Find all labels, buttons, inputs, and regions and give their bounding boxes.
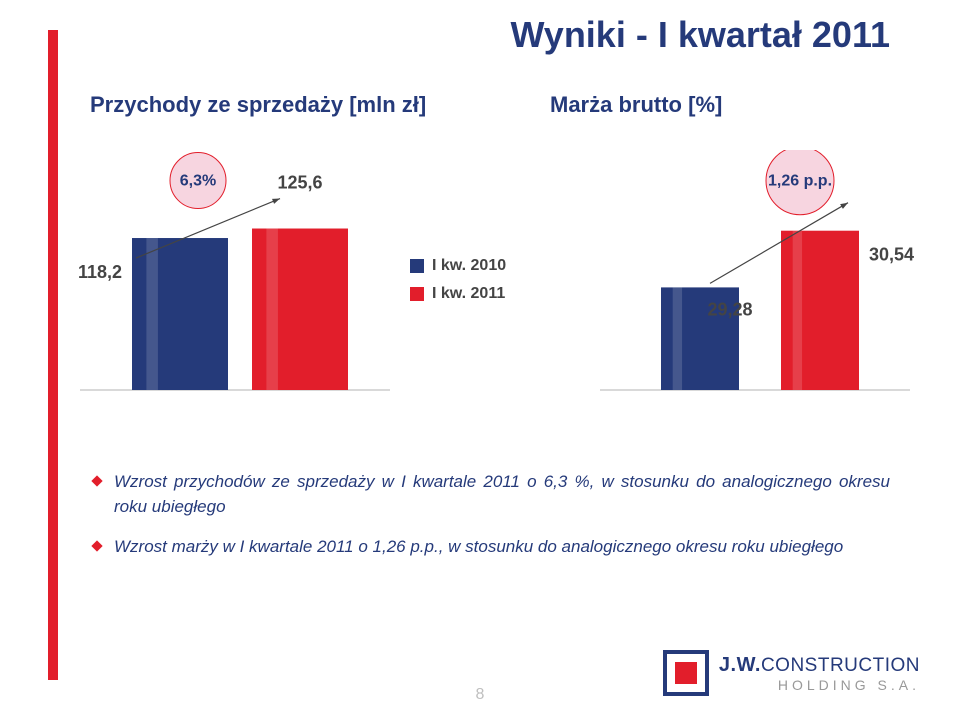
- diamond-icon: [90, 474, 104, 488]
- legend-label-2011: I kw. 2011: [432, 285, 505, 303]
- legend-swatch-2011: [410, 287, 424, 301]
- legend-swatch-2010: [410, 259, 424, 273]
- subtitle-revenue: Przychody ze sprzedaży [mln zł]: [90, 92, 426, 118]
- diamond-icon: [90, 539, 104, 553]
- margin-chart: 29,28 30,54 1,26 p.p.: [580, 150, 920, 410]
- accent-bar: [48, 30, 58, 680]
- legend-label-2010: I kw. 2010: [432, 257, 506, 275]
- svg-text:29,28: 29,28: [707, 299, 752, 319]
- note-text: Wzrost marży w I kwartale 2011 o 1,26 p.…: [114, 535, 843, 560]
- note-item: Wzrost marży w I kwartale 2011 o 1,26 p.…: [90, 535, 890, 560]
- note-item: Wzrost przychodów ze sprzedaży w I kwart…: [90, 470, 890, 519]
- legend-item-2011: I kw. 2011: [410, 285, 570, 303]
- logo-mark: [663, 650, 709, 696]
- logo-text-block: J.W.CONSTRUCTION HOLDING S.A.: [719, 654, 920, 693]
- footer-logo: J.W.CONSTRUCTION HOLDING S.A.: [663, 650, 920, 696]
- svg-text:6,3%: 6,3%: [180, 173, 216, 190]
- legend: I kw. 2010 I kw. 2011: [400, 150, 570, 410]
- svg-text:30,54: 30,54: [869, 245, 914, 265]
- margin-chart-svg: 29,28 30,54 1,26 p.p.: [580, 150, 920, 410]
- revenue-chart-svg: 118,2 125,6 6,3%: [60, 150, 400, 410]
- note-text: Wzrost przychodów ze sprzedaży w I kwart…: [114, 470, 890, 519]
- brand-primary: J.W.: [719, 654, 761, 676]
- slide-page: Wyniki - I kwartał 2011 Przychody ze spr…: [0, 0, 960, 716]
- brand-sub: HOLDING S.A.: [719, 677, 920, 693]
- page-title: Wyniki - I kwartał 2011: [510, 14, 890, 56]
- svg-text:125,6: 125,6: [277, 173, 322, 193]
- charts-row: 118,2 125,6 6,3% I kw. 2010 I kw. 2011 29,…: [60, 150, 920, 410]
- legend-item-2010: I kw. 2010: [410, 257, 570, 275]
- logo-name: J.W.CONSTRUCTION: [719, 654, 920, 677]
- revenue-chart: 118,2 125,6 6,3%: [60, 150, 400, 410]
- brand-secondary: CONSTRUCTION: [761, 655, 920, 676]
- logo-inner: [675, 662, 697, 684]
- subtitle-margin: Marża brutto [%]: [550, 92, 722, 118]
- page-number: 8: [476, 686, 485, 704]
- svg-text:118,2: 118,2: [78, 262, 122, 282]
- notes-list: Wzrost przychodów ze sprzedaży w I kwart…: [90, 470, 890, 576]
- svg-text:1,26 p.p.: 1,26 p.p.: [768, 173, 832, 190]
